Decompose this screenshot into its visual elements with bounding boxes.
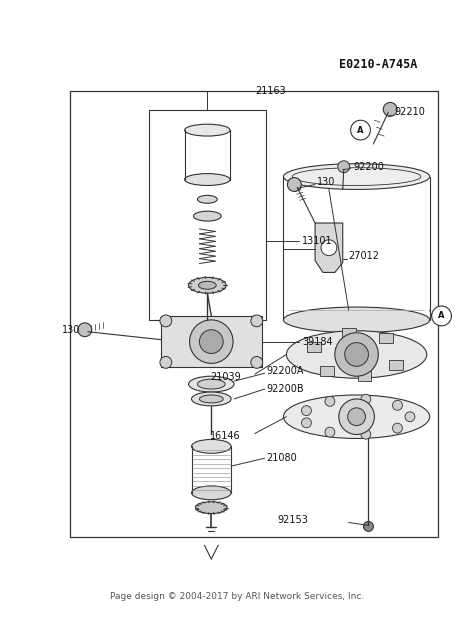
Circle shape bbox=[361, 430, 371, 439]
Circle shape bbox=[325, 427, 335, 437]
Bar bbox=[149, 110, 265, 320]
Ellipse shape bbox=[283, 395, 430, 438]
Circle shape bbox=[200, 330, 223, 353]
Ellipse shape bbox=[193, 211, 221, 221]
Circle shape bbox=[338, 161, 350, 173]
Bar bbox=[161, 316, 262, 367]
Circle shape bbox=[405, 412, 415, 422]
Text: 13101: 13101 bbox=[302, 236, 333, 246]
Text: Page design © 2004-2017 by ARI Network Services, Inc.: Page design © 2004-2017 by ARI Network S… bbox=[110, 592, 364, 601]
Circle shape bbox=[301, 418, 311, 428]
Ellipse shape bbox=[195, 502, 227, 514]
Circle shape bbox=[160, 315, 172, 327]
Circle shape bbox=[335, 333, 378, 376]
Circle shape bbox=[348, 408, 365, 426]
Bar bbox=[307, 342, 321, 352]
Text: 21163: 21163 bbox=[255, 85, 285, 95]
Bar bbox=[389, 360, 403, 370]
Text: 16146: 16146 bbox=[210, 431, 241, 441]
Text: 92200B: 92200B bbox=[267, 384, 304, 394]
Text: 130: 130 bbox=[317, 176, 336, 186]
Text: 130: 130 bbox=[62, 325, 81, 335]
Circle shape bbox=[392, 400, 402, 410]
Circle shape bbox=[432, 306, 451, 326]
Ellipse shape bbox=[191, 486, 231, 500]
Circle shape bbox=[361, 394, 371, 404]
Bar bbox=[342, 328, 356, 338]
Bar bbox=[320, 366, 334, 376]
Circle shape bbox=[287, 178, 301, 191]
Circle shape bbox=[251, 315, 263, 327]
Text: 92200: 92200 bbox=[354, 162, 384, 171]
Text: 92153: 92153 bbox=[277, 516, 309, 526]
Circle shape bbox=[160, 357, 172, 368]
Text: 39184: 39184 bbox=[302, 337, 333, 347]
Text: A: A bbox=[438, 311, 445, 321]
Circle shape bbox=[301, 405, 311, 415]
Text: A: A bbox=[357, 126, 364, 134]
Bar bbox=[70, 90, 438, 537]
Ellipse shape bbox=[198, 379, 225, 389]
Circle shape bbox=[364, 521, 374, 531]
Polygon shape bbox=[315, 223, 343, 272]
Circle shape bbox=[190, 320, 233, 363]
Text: 21080: 21080 bbox=[267, 453, 297, 463]
Bar bbox=[379, 333, 393, 343]
Circle shape bbox=[392, 423, 402, 433]
Circle shape bbox=[321, 240, 337, 256]
Ellipse shape bbox=[184, 173, 230, 186]
Ellipse shape bbox=[283, 164, 430, 189]
Ellipse shape bbox=[191, 439, 231, 453]
Text: 92200A: 92200A bbox=[267, 366, 304, 376]
Ellipse shape bbox=[199, 281, 216, 289]
Text: 27012: 27012 bbox=[349, 251, 380, 261]
Text: E0210-A745A: E0210-A745A bbox=[339, 58, 418, 71]
Ellipse shape bbox=[189, 376, 234, 392]
Circle shape bbox=[325, 396, 335, 406]
Circle shape bbox=[339, 399, 374, 435]
Circle shape bbox=[251, 357, 263, 368]
Circle shape bbox=[383, 103, 397, 116]
Ellipse shape bbox=[191, 392, 231, 406]
Text: 21039: 21039 bbox=[210, 372, 241, 382]
Ellipse shape bbox=[198, 196, 217, 203]
Ellipse shape bbox=[200, 395, 223, 403]
Bar bbox=[357, 371, 372, 381]
Ellipse shape bbox=[283, 307, 430, 333]
Circle shape bbox=[78, 323, 92, 337]
Text: 92210: 92210 bbox=[394, 107, 425, 118]
Ellipse shape bbox=[189, 277, 226, 293]
Circle shape bbox=[345, 342, 368, 366]
Circle shape bbox=[351, 120, 370, 140]
Ellipse shape bbox=[286, 331, 427, 378]
Ellipse shape bbox=[184, 124, 230, 136]
